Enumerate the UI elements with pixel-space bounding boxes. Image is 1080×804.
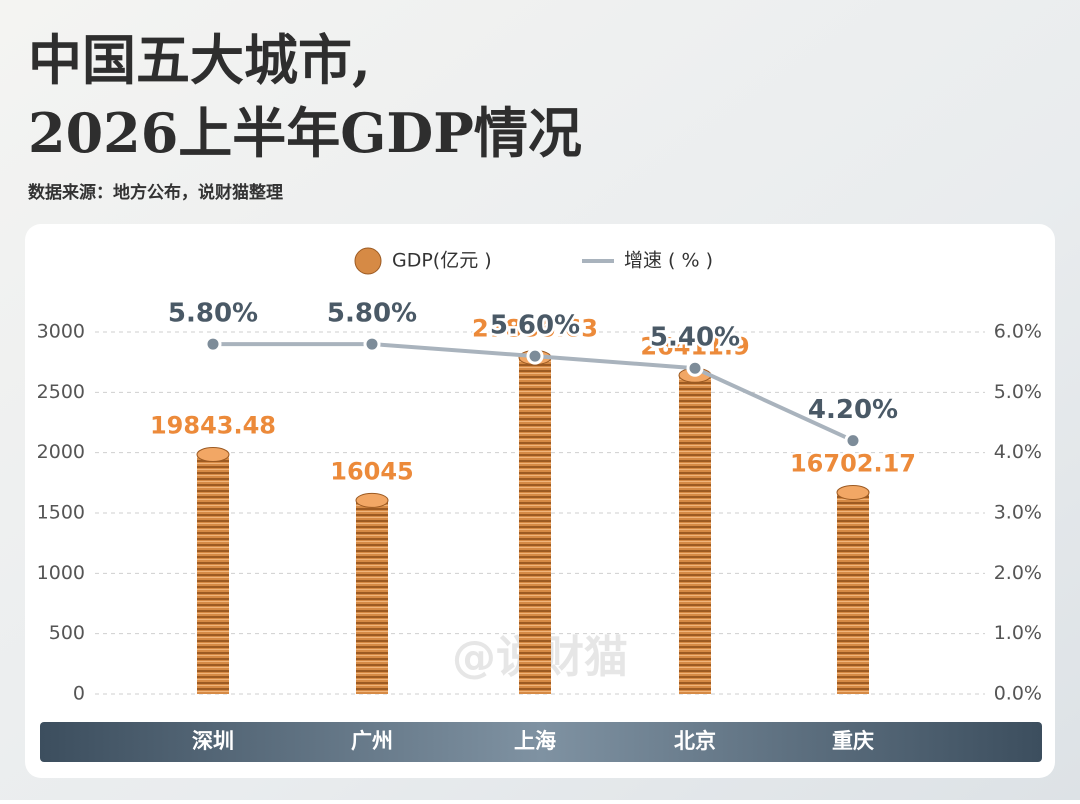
y2-tick-label: 4.0% [994,441,1042,463]
value-label: 16045 [330,457,414,485]
x-tick-label: 重庆 [832,729,874,753]
chart-subtitle: 数据来源：地方公布，说财猫整理 [28,182,283,203]
chart-title: 2026上半年GDP情况 [28,101,582,165]
bar [356,500,388,694]
legend-label: 增速 ( % ) [624,250,713,272]
value-label: 16702.17 [790,449,916,477]
value-label: 5.60% [490,311,580,341]
y-tick-label: 1000 [37,562,85,584]
y2-tick-label: 1.0% [994,622,1042,644]
value-label: 5.80% [327,299,417,329]
y-tick-label: 0 [73,683,85,705]
legend-icon [354,247,382,275]
y2-tick-label: 5.0% [994,381,1042,403]
value-label: 26411.9 [640,332,749,360]
line-point [526,347,544,365]
value-label: 27886.63 [472,315,598,343]
x-tick-label: 广州 [351,729,393,753]
value-label: 19843.48 [150,412,276,440]
coin-top [836,484,870,500]
y2-tick-label: 6.0% [994,321,1042,343]
x-tick-label: 上海 [514,729,556,753]
bar [679,375,711,694]
line-point [204,335,222,353]
y2-tick-label: 2.0% [994,562,1042,584]
legend-label: GDP(亿元 ) [392,250,492,272]
line-point [844,432,862,450]
value-label: 5.40% [650,323,740,353]
coin-top [355,492,389,508]
bar [197,454,229,694]
y-tick-label: 2500 [37,381,85,403]
bar [837,492,869,694]
category-band [40,722,1042,762]
line-point [363,335,381,353]
y2-tick-label: 3.0% [994,502,1042,524]
y2-tick-label: 0.0% [994,683,1042,705]
y-tick-label: 500 [49,622,85,644]
bar [519,357,551,694]
chart-title: 中国五大城市, [28,28,371,92]
value-label: 4.20% [808,395,898,425]
coin-top [196,447,230,463]
y-tick-label: 2000 [37,441,85,463]
line-point [686,359,704,377]
y-tick-label: 3000 [37,321,85,343]
x-tick-label: 深圳 [192,729,234,753]
x-tick-label: 北京 [674,729,716,753]
y-tick-label: 1500 [37,502,85,524]
value-label: 5.80% [168,299,258,329]
